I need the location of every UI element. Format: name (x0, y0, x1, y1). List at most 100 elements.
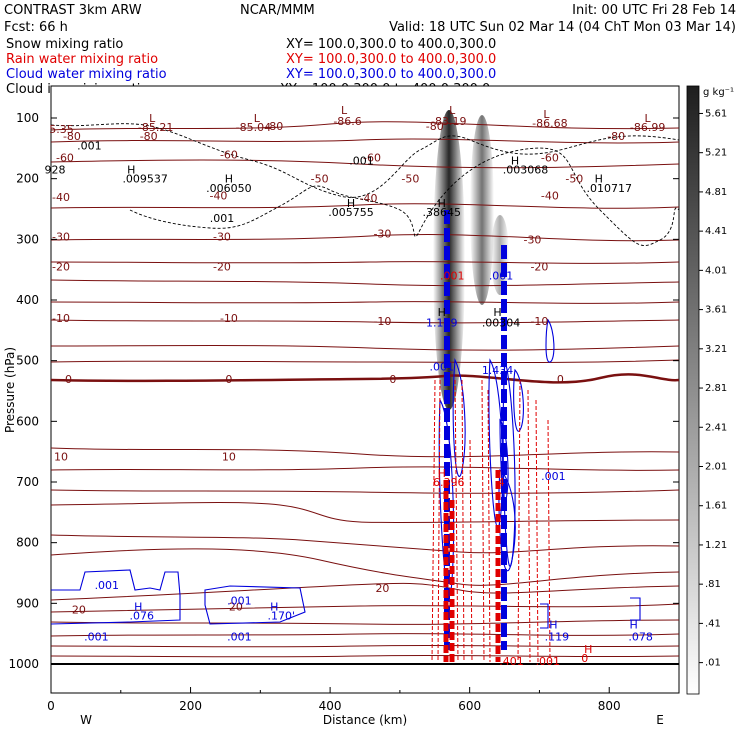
extremum-label: .001 (84, 631, 109, 644)
extremum-label: .010717 (586, 182, 632, 195)
extremum-label: .401 (499, 655, 524, 668)
temperature-label: -20 (530, 261, 548, 274)
figure-title: CONTRAST 3km ARW (4, 3, 142, 18)
temperature-label: -50 (311, 173, 329, 186)
temperature-label: -80 (426, 120, 444, 133)
ice-plume-secondary (470, 115, 494, 305)
temperature-label: -40 (541, 190, 559, 203)
x-tick-label: 600 (458, 699, 481, 713)
cloud-water-core (444, 210, 507, 650)
colorbar-tick-label: 1.21 (705, 540, 727, 551)
y-tick-label: 700 (16, 475, 39, 489)
extremum-label: -86.99 (630, 121, 665, 134)
extremum-label: .003068 (503, 164, 549, 177)
extremum-label: .001 (430, 361, 455, 374)
temperature-label: -40 (52, 191, 70, 204)
extremum-label: L (645, 112, 652, 125)
colorbar (686, 85, 700, 695)
legend-xy-cloud-water: XY= 100.0,300.0 to 400.0,300.0 (286, 67, 496, 82)
extremum-label: H (511, 154, 519, 167)
extremum-label: L (254, 112, 261, 125)
temperature-label: -10 (220, 312, 238, 325)
extremum-label: 0 (581, 652, 588, 665)
temperature-label: -50 (565, 173, 583, 186)
legend-xy-snow: XY= 100.0,300.0 to 400.0,300.0 (286, 37, 496, 52)
colorbar-tick-label: 3.61 (705, 305, 727, 316)
extremum-label: .170' (268, 609, 296, 622)
temperature-label: -40 (360, 192, 378, 205)
colorbar-tick-label: 4.01 (705, 265, 727, 276)
legend-label-snow: Snow mixing ratio (6, 37, 123, 52)
extremum-label: 1.169 (426, 316, 458, 329)
temperature-label: -30 (373, 227, 391, 240)
extremum-label: H (270, 600, 278, 613)
temperature-label: -60 (541, 151, 559, 164)
extremum-label: .001 (227, 631, 252, 644)
extremum-label: L (149, 112, 156, 125)
legend-label-rain: Rain water mixing ratio (6, 52, 158, 67)
colorbar-ticks: .01 .41 .81 1.21 1.61 2.01 2.41 2.81 3.21 3.61 4.0… (699, 108, 727, 669)
legend-label-cloud-water: Cloud water mixing ratio (6, 67, 167, 82)
temperature-label: -10 (52, 312, 70, 325)
colorbar-unit: g kg⁻¹ (703, 87, 734, 98)
temperature-label: -30 (523, 233, 541, 246)
extremum-label: .078 (628, 631, 653, 644)
extremum-label: H (438, 306, 446, 319)
extremum-label: -86.68 (532, 117, 567, 130)
extremum-label: 5.35 (49, 123, 74, 136)
temperature-label: -30 (52, 230, 70, 243)
extremum-label: .001 (536, 655, 561, 668)
extremum-label: H (438, 467, 446, 480)
extremum-label: -85.21 (138, 121, 173, 134)
extremum-label: H (630, 619, 638, 632)
colorbar-tick-label: 1.61 (705, 501, 727, 512)
temperature-label: 0 (557, 373, 564, 386)
extremum-label: 928 (45, 164, 66, 177)
extremum-label: .00304 (482, 316, 521, 329)
extremum-label: .005755 (328, 206, 374, 219)
temperature-label: -60 (56, 151, 74, 164)
extremum-label: H (347, 197, 355, 210)
extremum-label: .119 (545, 631, 570, 644)
extrema-labels: L-85.21L-85.04L-86.6L-83.19L-86.68 L-86.9… (45, 104, 666, 668)
temperature-label: -10 (373, 315, 391, 328)
extremum-label: L (543, 108, 550, 121)
extremum-label: 6.396 (433, 476, 465, 489)
temperature-label: -60 (363, 151, 381, 164)
x-axis-label: Distance (km) (323, 713, 407, 727)
temperature-label: -20 (213, 261, 231, 274)
y-tick-label: 200 (16, 172, 39, 186)
y-tick-label: 100 (16, 111, 39, 125)
extremum-label: H (127, 164, 135, 177)
init-time: Init: 00 UTC Fri 28 Feb 14 (572, 3, 736, 18)
temperature-label: 20 (375, 582, 389, 595)
colorbar-tick-label: 5.61 (705, 108, 727, 119)
y-tick-label: 400 (16, 293, 39, 307)
colorbar-tick-label: 4.81 (705, 187, 727, 198)
colorbar-tick-label: 3.21 (705, 344, 727, 355)
temperature-contour-labels: -80 -80 -80 -80 -80 -60 -60 -60 -60 -50 -50 -50 -40 -… (52, 120, 625, 617)
snow-ice-contours (51, 123, 679, 247)
y-tick-label: 900 (16, 596, 39, 610)
west-label: W (80, 713, 92, 727)
extremum-label: L (449, 104, 456, 117)
extremum-label: H (438, 197, 446, 210)
legend-xy-rain: XY= 100.0,300.0 to 400.0,300.0 (286, 52, 496, 67)
extremum-label: -85.04 (236, 121, 271, 134)
extremum-label: .006050 (206, 182, 252, 195)
extremum-label: .001 (95, 579, 120, 592)
colorbar-tick-label: .81 (705, 579, 721, 590)
x-axis: 0 200 400 600 800 (47, 687, 621, 713)
temperature-label: 10 (54, 451, 68, 464)
temperature-label: 10 (222, 451, 236, 464)
rain-water-core (443, 470, 501, 662)
y-axis-label: Pressure (hPa) (3, 347, 17, 433)
y-tick-label: 1000 (8, 657, 39, 671)
temperature-label: 20 (72, 603, 86, 616)
temperature-label: -20 (52, 261, 70, 274)
temperature-label: -30 (213, 230, 231, 243)
extremum-label: H (225, 173, 233, 186)
plot-area (50, 85, 680, 694)
colorbar-tick-label: 2.01 (705, 461, 727, 472)
